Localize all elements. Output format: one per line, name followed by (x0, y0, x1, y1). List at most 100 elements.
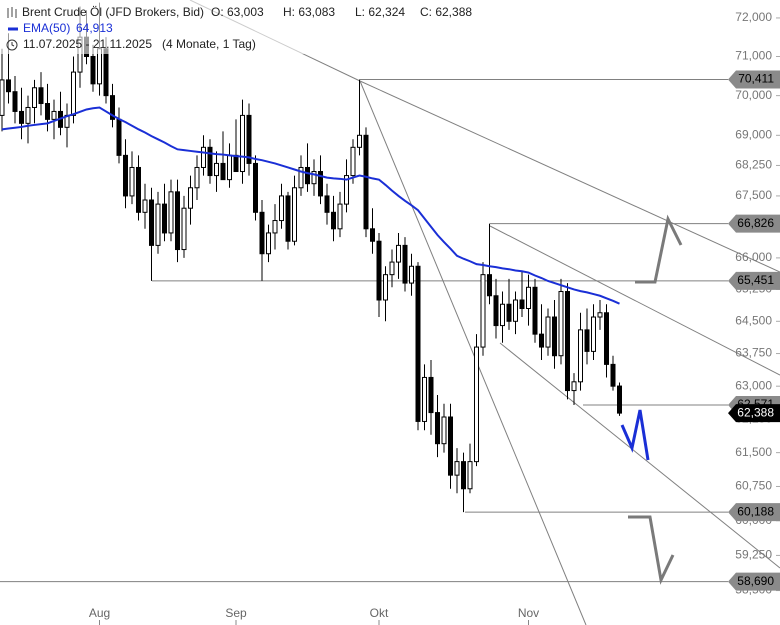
drawings (620, 214, 683, 585)
candle-body (45, 103, 50, 120)
header: Brent Crude Öl (JFD Brokers, Bid) O: 63,… (0, 0, 472, 54)
x-tick-label: Okt (370, 606, 389, 620)
date-range: 11.07.2025 - 21.11.2025 (23, 37, 152, 51)
candle-body (227, 154, 232, 181)
ohlc-low: L: 62,324 (355, 5, 405, 19)
up-arrow-drawing (635, 214, 683, 284)
candle-body (129, 166, 135, 197)
candle-body (149, 199, 154, 246)
candle-body (175, 191, 180, 251)
price-box-label: 65,451 (737, 273, 774, 287)
trend-line (359, 80, 587, 625)
candle-body (97, 48, 102, 85)
plot (0, 2, 728, 583)
candle-body (25, 106, 31, 124)
candle-body (383, 274, 388, 301)
candle-body (6, 79, 11, 93)
candle-body (155, 203, 161, 246)
y-tick-label: 71,000 (735, 49, 772, 63)
price-axis: 72,000 71,000 70,000 69,000 68,250 67,500 66,0… (89, 10, 780, 625)
price-box-label: 60,188 (737, 504, 774, 518)
y-tick-label: 63,750 (735, 346, 772, 360)
candle-body (142, 199, 148, 213)
candle-body (51, 110, 57, 120)
candle-body (136, 166, 141, 213)
candle-body (370, 228, 375, 242)
y-tick-label: 63,000 (735, 378, 772, 392)
candle-body (19, 110, 24, 124)
candle-body (38, 87, 44, 105)
y-tick-label: 60,750 (735, 479, 772, 493)
candle-body (90, 56, 96, 85)
symbol-title: Brent Crude Öl (JFD Brokers, Bid) (22, 5, 204, 19)
candle-body (233, 154, 239, 173)
ema-value: 64,913 (76, 21, 113, 35)
candle-body (116, 118, 122, 156)
candle-body (422, 376, 427, 422)
price-box-label: 66,826 (737, 216, 774, 230)
x-tick-label: Sep (225, 606, 247, 620)
price-box-label: 62,388 (737, 405, 774, 419)
candle-body (532, 286, 538, 335)
y-tick-label: 67,500 (735, 188, 772, 202)
trend-line (359, 80, 780, 273)
candle-body (571, 381, 577, 392)
price-box (728, 271, 780, 290)
ema-line (1, 106, 620, 305)
candle-body (448, 416, 453, 476)
ohlc-open: O: 63,003 (211, 5, 264, 19)
candle-body (591, 316, 596, 352)
candle-body (214, 162, 219, 177)
candle-body (259, 211, 265, 255)
candle-body (604, 312, 609, 365)
candle-body (292, 187, 297, 242)
candle-body (597, 312, 603, 318)
candle-body (396, 244, 401, 263)
down-arrow-drawing (628, 515, 675, 585)
candle-body (480, 274, 486, 348)
candle-body (207, 146, 213, 177)
candle-body (513, 299, 518, 322)
candle-body (428, 376, 434, 414)
candle-body (467, 461, 473, 490)
candle-body (415, 265, 421, 422)
candle-body (389, 261, 395, 276)
candle-body (461, 461, 466, 490)
candle-body (272, 220, 278, 234)
candle-body (220, 162, 226, 181)
candle-body (584, 329, 590, 352)
y-tick-label: 64,500 (735, 313, 772, 327)
candle-body (357, 134, 362, 148)
candle-body (454, 461, 460, 476)
candle-body (565, 291, 570, 392)
y-tick-label: 61,500 (735, 445, 772, 459)
candle-body (337, 203, 343, 230)
candle-body (298, 166, 304, 189)
candle-body (0, 79, 5, 116)
price-box-label: 58,690 (737, 574, 774, 588)
candle-body (487, 274, 492, 297)
candle-body (194, 166, 200, 189)
x-tick-label: Nov (518, 606, 539, 620)
candle-body (526, 286, 531, 309)
candle-body (181, 207, 187, 251)
y-tick-label: 69,000 (735, 127, 772, 141)
price-box-label: 70,411 (738, 72, 774, 86)
candle-body (493, 295, 499, 327)
candle-body (188, 187, 193, 209)
candle-body (350, 146, 356, 177)
candle-body (506, 303, 512, 322)
x-tick-label: Aug (89, 606, 110, 620)
y-tick-label: 72,000 (735, 10, 772, 24)
candle-body (474, 346, 479, 463)
period: (4 Monate, 1 Tag) (162, 37, 256, 51)
candle-body (110, 95, 115, 120)
candle-body (246, 114, 252, 164)
candle-body (162, 203, 167, 234)
y-tick-label: 68,250 (735, 158, 772, 172)
candle-body (617, 385, 622, 414)
candle-body (578, 329, 583, 383)
candle-body (240, 114, 245, 173)
price-box (728, 503, 780, 522)
candle-body (71, 71, 76, 116)
